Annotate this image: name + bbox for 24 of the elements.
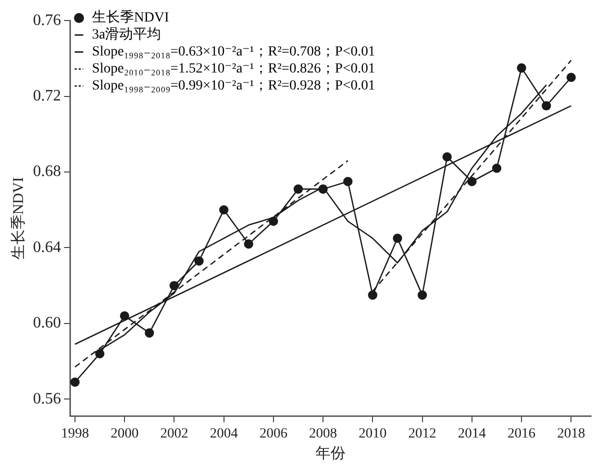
y-tick-label: 0.72 [33, 88, 61, 105]
legend-label: 3a滑动平均 [92, 26, 162, 43]
y-tick-label: 0.68 [33, 163, 61, 180]
x-tick-label: 2008 [309, 426, 338, 442]
x-tick-label: 2004 [210, 426, 238, 442]
y-tick-label: 0.60 [33, 314, 61, 332]
x-tick-label: 2018 [557, 426, 586, 442]
x-tick-label: 1998 [60, 426, 89, 442]
x-tick-label: 2010 [358, 426, 387, 442]
y-axis-title: 生长季NDVI [10, 177, 27, 260]
legend-label: Slope₁₉₉₈₋₂₀₁₈=0.63×10⁻²a⁻¹；R²=0.708；P<0.01 [92, 44, 376, 60]
x-tick-label: 2012 [408, 426, 436, 442]
x-tick-label: 2000 [110, 426, 139, 442]
legend-label: 生长季NDVI [92, 10, 170, 26]
legend-label: Slope₁₉₉₈₋₂₀₀₉=0.99×10⁻²a⁻¹；R²=0.928；P<0.01 [92, 78, 376, 94]
y-tick-label: 0.76 [33, 12, 61, 29]
y-tick-label: 0.64 [33, 238, 61, 256]
x-tick-label: 2016 [508, 426, 536, 442]
legend-label: Slope₂₀₁₀₋₂₀₁₈=1.52×10⁻²a⁻¹；R²=0.826；P<0.01 [92, 62, 376, 77]
x-tick-label: 2002 [160, 426, 188, 442]
x-axis-title: 年份 [316, 444, 346, 462]
x-tick-label: 2014 [458, 426, 486, 442]
x-tick-label: 2006 [259, 426, 288, 442]
y-tick-label: 0.56 [33, 390, 61, 408]
